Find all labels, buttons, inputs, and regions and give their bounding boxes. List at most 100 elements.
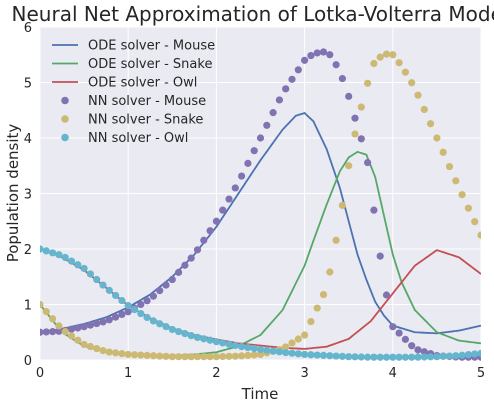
scatter-point-4: [193, 353, 202, 361]
scatter-point-5: [99, 281, 107, 289]
scatter-point-4: [364, 79, 372, 87]
scatter-point-4: [464, 204, 472, 212]
scatter-point-5: [439, 352, 447, 360]
x-tick-label: 2: [212, 366, 220, 381]
scatter-point-4: [231, 352, 239, 360]
scatter-point-5: [206, 336, 214, 344]
scatter-point-4: [313, 304, 321, 312]
series-line-0: [40, 112, 481, 335]
scatter-point-5: [420, 353, 428, 361]
scatter-point-5: [464, 351, 472, 359]
scatter-point-5: [382, 353, 391, 361]
scatter-point-4: [477, 231, 481, 239]
legend-dot-swatch: [61, 115, 69, 123]
scatter-point-5: [269, 347, 277, 355]
scatter-point-4: [143, 351, 151, 359]
scatter-point-3: [156, 287, 164, 295]
scatter-point-5: [256, 345, 265, 354]
scatter-point-4: [40, 300, 44, 309]
scatter-point-3: [219, 206, 227, 214]
scatter-point-4: [181, 353, 189, 361]
scatter-point-3: [307, 51, 315, 60]
scatter-point-3: [357, 135, 365, 143]
scatter-point-4: [433, 134, 441, 142]
scatter-point-5: [389, 353, 397, 361]
scatter-point-5: [168, 325, 176, 334]
legend-label: ODE solver - Mouse: [88, 39, 215, 54]
y-tick-label: 4: [24, 132, 32, 147]
scatter-point-5: [338, 352, 346, 360]
scatter-point-5: [326, 352, 334, 360]
legend-label: NN solver - Owl: [88, 131, 188, 146]
scatter-point-5: [187, 332, 195, 340]
scatter-point-5: [137, 309, 145, 318]
scatter-point-4: [225, 352, 233, 360]
scatter-point-5: [130, 305, 139, 314]
scatter-point-5: [40, 245, 44, 253]
scatter-point-3: [200, 236, 208, 244]
scatter-point-3: [175, 268, 183, 276]
scatter-point-4: [452, 177, 460, 185]
legend-label: ODE solver - Snake: [88, 57, 212, 72]
scatter-point-5: [55, 251, 63, 259]
scatter-point-3: [143, 297, 151, 305]
scatter-point-4: [187, 353, 195, 361]
scatter-point-3: [332, 61, 340, 69]
scatter-point-3: [269, 109, 277, 117]
scatter-point-5: [149, 317, 157, 325]
legend-label: NN solver - Mouse: [88, 94, 206, 109]
scatter-point-5: [162, 323, 170, 331]
scatter-point-5: [105, 286, 113, 294]
scatter-point-5: [42, 247, 50, 255]
scatter-point-3: [256, 134, 265, 142]
scatter-point-5: [61, 253, 69, 262]
scatter-point-4: [137, 351, 145, 359]
scatter-point-3: [351, 114, 359, 122]
scatter-point-4: [408, 79, 416, 87]
scatter-point-5: [458, 351, 466, 359]
series-layer: [40, 48, 481, 361]
scatter-point-4: [439, 148, 447, 156]
scatter-point-3: [124, 308, 132, 316]
scatter-point-4: [294, 335, 302, 343]
legend-dot-swatch: [61, 133, 69, 142]
scatter-point-3: [326, 51, 334, 59]
scatter-point-5: [370, 353, 378, 361]
scatter-point-3: [93, 319, 101, 328]
scatter-point-3: [112, 313, 120, 321]
scatter-point-5: [345, 353, 353, 361]
scatter-point-4: [351, 130, 359, 138]
scatter-point-3: [389, 323, 397, 331]
scatter-point-3: [401, 335, 409, 343]
scatter-point-4: [42, 308, 50, 316]
scatter-point-3: [244, 159, 252, 167]
scatter-point-4: [376, 53, 384, 61]
scatter-point-4: [105, 348, 113, 356]
scatter-point-3: [187, 254, 195, 262]
scatter-point-5: [200, 335, 208, 343]
y-tick-label: 3: [24, 188, 32, 203]
scatter-point-4: [414, 91, 422, 99]
x-tick-label: 0: [36, 366, 44, 381]
scatter-point-3: [193, 246, 202, 254]
scatter-point-3: [225, 195, 233, 203]
scatter-point-4: [124, 350, 132, 359]
scatter-point-3: [263, 121, 271, 129]
scatter-point-3: [319, 48, 328, 56]
scatter-point-4: [175, 353, 183, 361]
scatter-point-5: [275, 348, 283, 356]
scatter-point-5: [238, 343, 246, 351]
scatter-point-3: [313, 49, 321, 57]
scatter-point-3: [67, 325, 76, 333]
scatter-point-5: [301, 350, 309, 359]
scatter-point-4: [238, 352, 246, 360]
scatter-point-4: [244, 351, 252, 359]
scatter-point-5: [376, 353, 384, 361]
scatter-point-5: [225, 340, 233, 348]
scatter-point-5: [414, 353, 422, 361]
scatter-point-4: [212, 353, 220, 361]
x-tick-label: 4: [389, 366, 397, 381]
scatter-point-5: [288, 349, 296, 357]
scatter-point-5: [156, 320, 164, 328]
